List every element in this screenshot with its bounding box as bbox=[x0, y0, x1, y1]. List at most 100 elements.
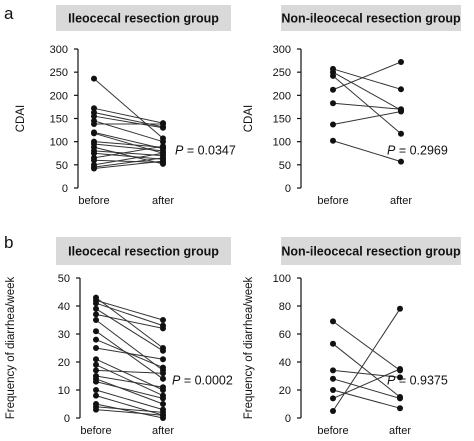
point-after bbox=[160, 412, 166, 419]
point-after bbox=[160, 395, 166, 402]
pair-line bbox=[95, 409, 164, 416]
pair-line bbox=[95, 364, 164, 397]
pair-line bbox=[95, 313, 164, 329]
point-before bbox=[330, 387, 336, 393]
pair-line bbox=[93, 152, 164, 160]
x-tick-label-before: before bbox=[317, 195, 348, 207]
panel-title: Non-ileocecal resection group bbox=[281, 12, 461, 26]
y-tick-label: 0 bbox=[64, 413, 70, 425]
pair-line bbox=[332, 102, 402, 110]
panel-title: Ileocecal resection group bbox=[68, 12, 219, 26]
p-value-annotation: P = 0.9375 bbox=[387, 373, 448, 387]
y-tick-label: 0 bbox=[285, 183, 291, 195]
pair-line bbox=[93, 115, 164, 129]
point-before bbox=[93, 392, 99, 399]
point-before bbox=[330, 100, 336, 107]
point-after bbox=[160, 384, 166, 391]
point-before bbox=[330, 137, 336, 144]
point-after bbox=[160, 347, 166, 354]
x-tick-label-after: after bbox=[389, 425, 411, 437]
point-before bbox=[93, 336, 99, 343]
point-before bbox=[93, 356, 99, 363]
point-before bbox=[330, 395, 336, 402]
point-after bbox=[398, 108, 404, 115]
p-value-text: = 0.0347 bbox=[183, 144, 236, 158]
y-axis-label: Frequency of diarrhea/week bbox=[243, 276, 255, 419]
p-value-annotation: P = 0.2969 bbox=[387, 144, 448, 158]
point-after bbox=[398, 86, 404, 93]
point-before bbox=[91, 75, 97, 82]
y-tick-label: 300 bbox=[273, 44, 291, 56]
y-tick-label: 50 bbox=[279, 160, 291, 172]
chart-panel-2: Non-ileocecal resection group 0 50 100 150 20… bbox=[243, 5, 461, 207]
pair-line bbox=[95, 378, 164, 405]
point-before bbox=[91, 157, 97, 164]
point-before bbox=[93, 317, 99, 323]
y-tick-label: 250 bbox=[273, 67, 291, 79]
y-tick-label: 200 bbox=[273, 90, 291, 102]
pair-line bbox=[93, 107, 164, 124]
p-symbol: P bbox=[172, 373, 181, 387]
pair-line bbox=[95, 319, 164, 371]
pair-line bbox=[95, 308, 164, 352]
point-before bbox=[93, 387, 99, 393]
pair-line bbox=[95, 381, 164, 399]
panel-header-box bbox=[56, 5, 231, 31]
point-after bbox=[160, 375, 166, 382]
x-tick-label-before: before bbox=[317, 425, 348, 437]
y-tick-label: 50 bbox=[58, 273, 70, 285]
pair-line bbox=[95, 406, 164, 413]
p-value-text: = 0.2969 bbox=[395, 144, 448, 158]
pair-line bbox=[332, 61, 402, 91]
y-tick-label: 40 bbox=[58, 301, 70, 313]
pair-line bbox=[95, 347, 164, 360]
y-axis-label: CDAI bbox=[15, 105, 27, 132]
point-before bbox=[330, 375, 336, 382]
y-tick-label: 20 bbox=[58, 357, 70, 369]
x-tick-label-before: before bbox=[80, 425, 111, 437]
point-after bbox=[160, 317, 166, 323]
pair-line bbox=[332, 68, 402, 90]
x-tick-label-before: before bbox=[78, 195, 109, 207]
point-after bbox=[160, 138, 166, 145]
point-after bbox=[397, 405, 403, 412]
point-before bbox=[91, 105, 97, 112]
point-after bbox=[398, 130, 404, 137]
pair-line bbox=[95, 302, 164, 327]
pair-line bbox=[95, 297, 164, 349]
point-before bbox=[93, 361, 99, 368]
point-before bbox=[330, 408, 336, 414]
point-after bbox=[160, 325, 166, 332]
pair-line bbox=[95, 330, 164, 380]
point-before bbox=[91, 130, 97, 137]
panel-title: Ileocecal resection group bbox=[68, 245, 219, 259]
point-after bbox=[397, 395, 403, 402]
pair-line bbox=[332, 389, 401, 409]
p-symbol: P bbox=[387, 144, 396, 158]
panel-title: Non-ileocecal resection group bbox=[281, 245, 461, 259]
point-after bbox=[160, 401, 166, 407]
p-value-text: = 0.0002 bbox=[180, 373, 233, 387]
chart-panel-3: Ileocecal resection group 0 10 20 30 40 50 Freq… bbox=[5, 237, 233, 437]
panel-header-box bbox=[281, 5, 461, 31]
p-symbol: P bbox=[387, 373, 396, 387]
y-tick-label: 60 bbox=[279, 329, 291, 341]
pair-line bbox=[95, 389, 164, 411]
point-after bbox=[398, 158, 404, 165]
point-before bbox=[330, 340, 336, 347]
point-before bbox=[93, 406, 99, 413]
point-before bbox=[93, 345, 99, 351]
point-before bbox=[93, 311, 99, 318]
point-after bbox=[160, 356, 166, 363]
pair-line bbox=[95, 369, 164, 374]
pair-line bbox=[93, 143, 164, 152]
point-before bbox=[93, 300, 99, 307]
panel-header-box bbox=[56, 237, 231, 265]
y-tick-label: 80 bbox=[279, 301, 291, 313]
point-after bbox=[160, 364, 166, 371]
y-tick-label: 10 bbox=[58, 385, 70, 397]
y-tick-label: 0 bbox=[62, 183, 68, 195]
pair-line bbox=[332, 308, 401, 412]
y-tick-label: 100 bbox=[50, 137, 68, 149]
p-symbol: P bbox=[175, 144, 184, 158]
